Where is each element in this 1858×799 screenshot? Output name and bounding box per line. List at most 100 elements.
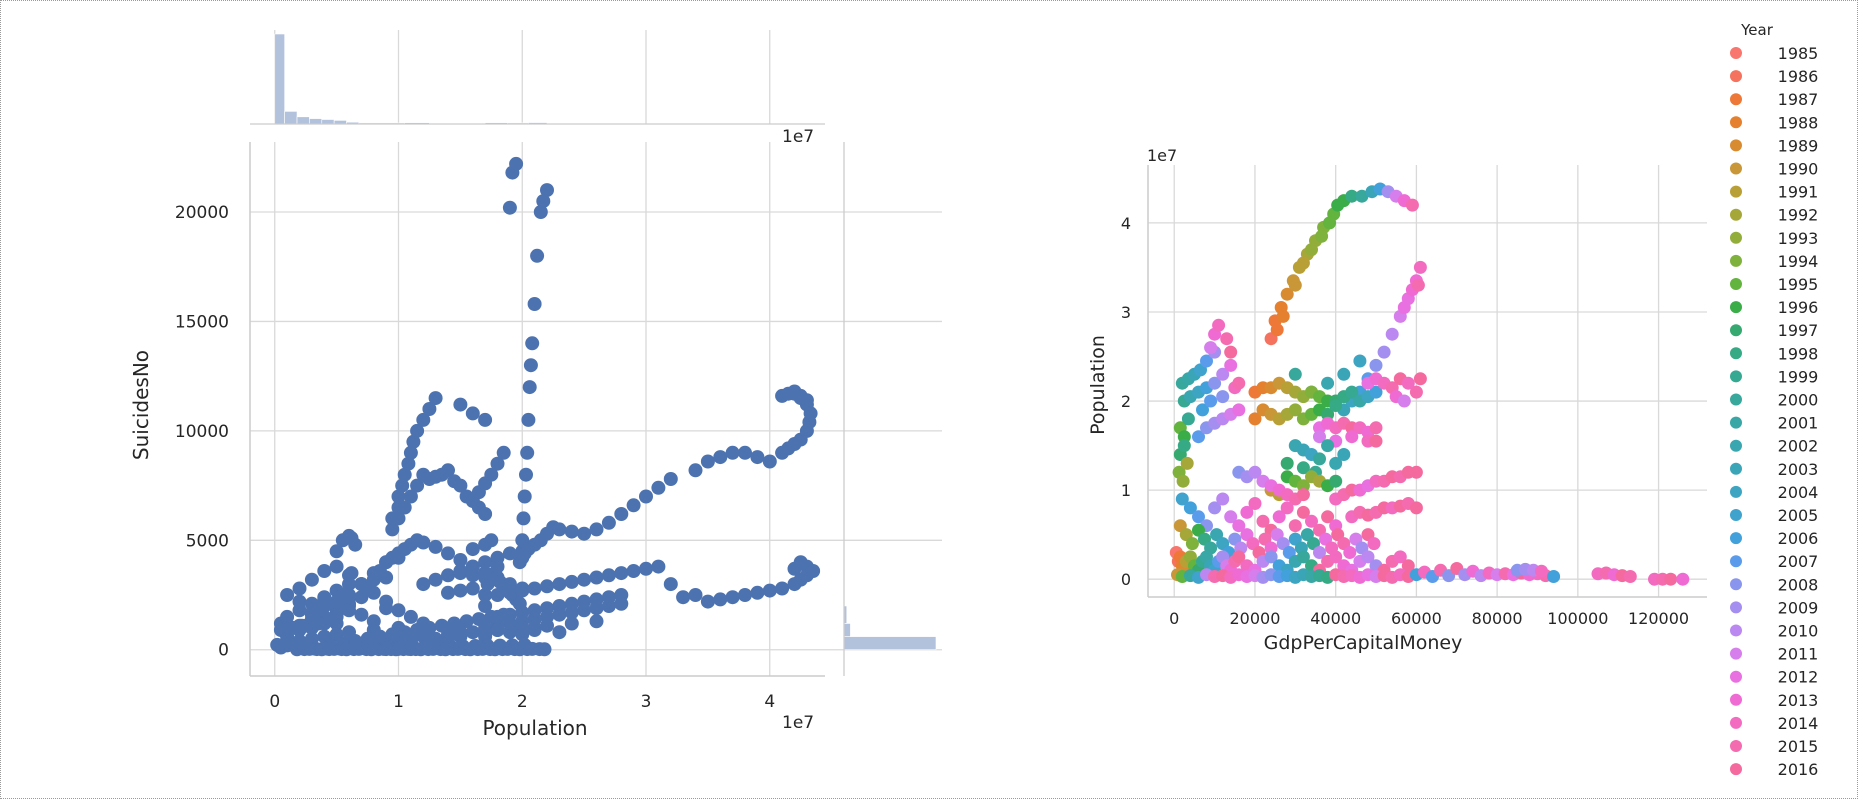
scatter-point [478,555,493,570]
scatter-point-2010 [1361,550,1375,564]
y-tick-label: 3 [1121,303,1131,322]
marginal-x-offset-label: 1e7 [782,127,814,147]
legend-label-1993: 1993 [1778,229,1819,248]
x-tick-label: 80000 [1472,609,1523,628]
scatter-point [663,577,678,592]
legend-label-1998: 1998 [1778,344,1819,363]
scatter-point [311,616,326,631]
scatter-point [577,572,592,587]
marginal-y-bar [843,636,937,651]
legend-label-2009: 2009 [1778,598,1819,617]
scatter-point-2016 [1401,559,1415,573]
scatter-point [342,590,356,605]
scatter-point [496,445,511,460]
scatter-point [403,445,418,460]
scatter-point [540,579,554,594]
scatter-point [688,463,703,478]
scatter-point [589,570,604,585]
legend-label-1986: 1986 [1778,67,1819,86]
scatter-point-2011 [1204,341,1218,355]
scatter-point [750,585,765,600]
scatter-point-1996 [1331,198,1345,212]
legend-marker-1998 [1730,347,1742,360]
scatter-point-2008 [1216,390,1230,404]
scatter-point [725,445,740,460]
x-tick-label: 100000 [1547,609,1608,628]
legend-marker-1997 [1730,324,1742,337]
scatter-point-2004 [1353,354,1367,368]
scatter-point-2013 [1272,510,1286,524]
legend-label-2005: 2005 [1778,506,1819,525]
scatter-point [391,489,406,504]
scatter-point [484,533,499,548]
y-axis-label: Population [1087,335,1109,435]
scatter-point [552,577,567,592]
scatter-point-1989 [1280,287,1294,301]
scatter-point-2007 [1192,510,1205,524]
scatter-point-1994 [1296,479,1310,493]
scatter-point [465,406,480,421]
scatter-point-2012 [1232,519,1246,533]
scatter-point [713,592,728,607]
scatter-point [496,607,511,622]
scatter-point-2003 [1337,448,1351,461]
scatter-point-2015 [1409,385,1423,399]
scatter-point-2012 [1397,301,1411,314]
legend-marker-1992 [1730,208,1742,221]
scatter-point-2016 [1321,510,1335,524]
scatter-point [428,539,443,554]
scatter-point [537,642,552,657]
scatter-point [441,463,455,478]
scatter-point-1998 [1329,399,1343,412]
scatter-point-1994 [1315,229,1329,243]
scatter-point-1993 [1288,403,1302,417]
scatter-point [676,590,691,605]
scatter-point [515,583,530,598]
scatter-point [397,500,412,515]
scatter-point-2015 [1411,278,1425,292]
scatter-point [465,625,480,640]
scatter-point [379,601,394,616]
scatter-point-2008 [1208,376,1222,390]
legend-marker-2008 [1730,578,1742,591]
scatter-point-2010 [1313,546,1326,559]
scatter-point-2015 [1405,198,1419,212]
legend-marker-2014 [1730,716,1742,729]
scatter-point [416,577,431,592]
legend-label-1991: 1991 [1778,183,1819,202]
scatter-point-2013 [1345,430,1359,444]
scatter-point [471,612,486,627]
y-tick-label: 1 [1121,481,1131,500]
scatter-point [530,248,545,263]
y-tick-label: 0 [1121,570,1131,589]
scatter-point [453,625,468,640]
scatter-point-2010 [1216,492,1230,506]
marginal-x-bar [284,111,298,125]
y-tick-label: 10000 [175,422,229,442]
legend-items: 1985 1986 1987 1988 1989 1990 1991 1992 1993 1994… [1730,44,1818,779]
scatter-point-1997 [1329,474,1343,488]
marginal-x-bar [274,33,285,125]
scatter-point-1994 [1185,537,1199,551]
scatter-point [552,522,567,537]
scatter-point [564,605,579,620]
x-tick-label: 20000 [1230,609,1281,628]
legend-label-1992: 1992 [1778,206,1819,225]
scatter-point [799,393,814,408]
scatter-point-2014 [1305,514,1318,528]
y-axis-offset-label: 1e7 [1147,146,1177,165]
scatter-point [626,564,641,578]
scatter-point [329,616,344,631]
scatter-point [601,515,616,530]
legend-marker-1999 [1730,370,1742,383]
scatter-point [304,572,319,587]
scatter-point [329,559,344,574]
jointplot-scatter-points [270,156,821,657]
scatter-point [441,568,455,583]
scatter-point [342,577,356,592]
legend-label-1996: 1996 [1778,298,1819,317]
scatter-point-2007 [1192,430,1205,444]
scatter-point-2003 [1337,367,1351,381]
scatter-point-1988 [1276,309,1290,323]
x-tick-label: 2 [517,692,528,712]
